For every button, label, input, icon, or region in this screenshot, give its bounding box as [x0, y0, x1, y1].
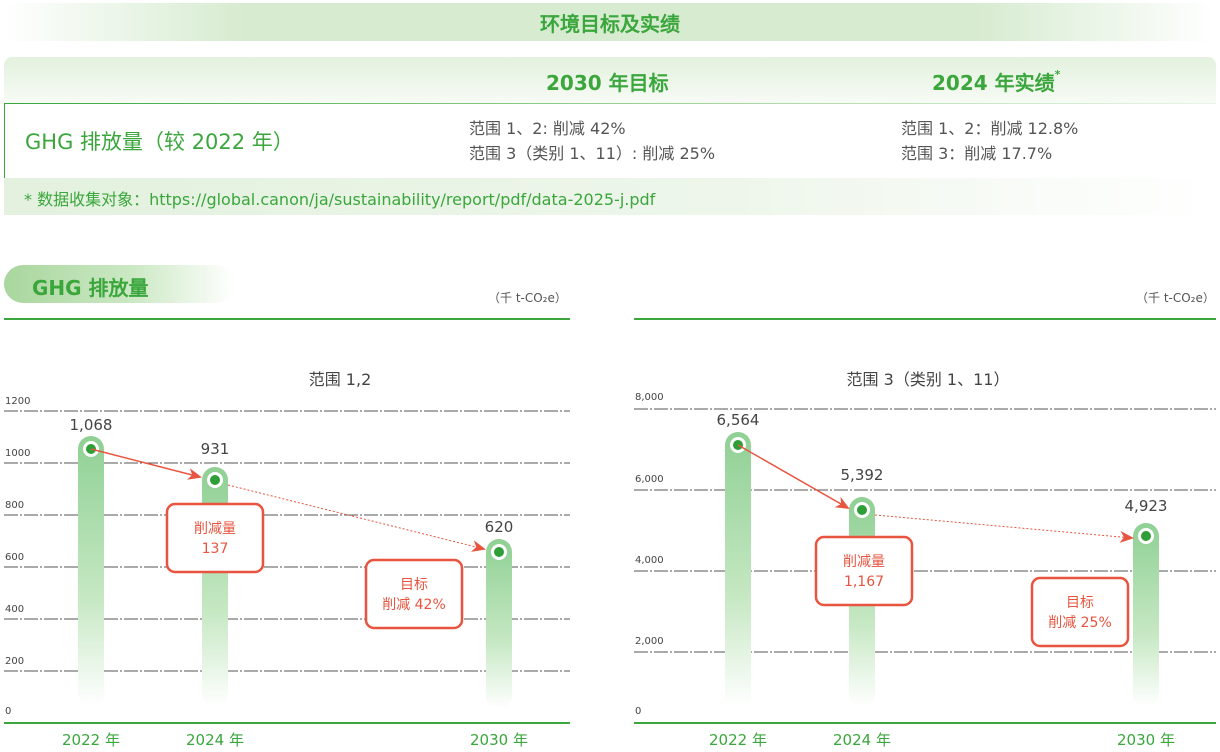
svg-text:目标: 目标	[1066, 595, 1094, 611]
svg-text:1,167: 1,167	[844, 574, 884, 590]
svg-text:2030 年: 2030 年	[470, 731, 528, 749]
section-heading: GHG 排放量	[4, 265, 234, 303]
callout-reduction	[165, 502, 265, 574]
svg-text:6,000: 6,000	[635, 474, 664, 485]
data-points	[83, 441, 507, 560]
chart-scope3: 范围 3（类别 1、11） 8,000 6,000 4,000 2,000 0 …	[634, 370, 1216, 749]
page-title: 环境目标及实绩	[540, 11, 680, 36]
svg-text:目标: 目标	[400, 577, 428, 593]
svg-text:削减 42%: 削减 42%	[382, 597, 446, 613]
callout-target	[364, 558, 464, 630]
table-header: 2030 年目标 2024 年实绩*	[4, 57, 1216, 103]
actual-cell: 范围 1、2：削减 12.8% 范围 3：削减 17.7%	[901, 116, 1078, 166]
chart-title: 范围 1,2	[309, 370, 372, 389]
svg-text:0: 0	[5, 706, 11, 717]
divider-left	[4, 318, 570, 320]
col-header-actual: 2024 年实绩*	[932, 68, 1061, 95]
svg-text:2024 年: 2024 年	[186, 731, 244, 749]
bar-2022	[78, 436, 104, 706]
svg-text:0: 0	[635, 706, 641, 717]
svg-text:1,068: 1,068	[70, 416, 113, 434]
svg-text:600: 600	[5, 552, 24, 563]
unit-label-left: （千 t-CO₂e）	[488, 291, 567, 305]
svg-text:5,392: 5,392	[841, 466, 884, 484]
svg-text:2022 年: 2022 年	[62, 731, 120, 749]
actual-line: 范围 1、2：削减 12.8%	[901, 119, 1079, 138]
svg-text:400: 400	[5, 604, 24, 615]
target-cell: 范围 1、2: 削减 42% 范围 3（类别 1、11）: 削减 25%	[469, 116, 715, 166]
svg-text:931: 931	[201, 440, 230, 458]
section-title: GHG 排放量	[32, 276, 149, 300]
svg-text:2,000: 2,000	[635, 636, 664, 647]
svg-text:137: 137	[202, 541, 229, 557]
svg-text:2030 年: 2030 年	[1117, 731, 1175, 749]
svg-text:800: 800	[5, 500, 24, 511]
chart-scope12: 范围 1,2 1200 1000 800 600 400 200 0 1,068…	[4, 370, 570, 749]
svg-text:620: 620	[485, 518, 514, 536]
target-line: 范围 3（类别 1、11）: 削减 25%	[469, 144, 716, 163]
svg-text:200: 200	[5, 656, 24, 667]
actual-line: 范围 3：削减 17.7%	[901, 144, 1053, 163]
svg-text:2024 年: 2024 年	[833, 731, 891, 749]
svg-text:4,000: 4,000	[635, 555, 664, 566]
bar-2030	[486, 539, 512, 709]
target-line: 范围 1、2: 削减 42%	[469, 119, 626, 138]
svg-text:8,000: 8,000	[635, 392, 664, 403]
svg-text:4,923: 4,923	[1125, 497, 1168, 515]
footnote: * 数据收集对象：https://global.canon/ja/sustain…	[4, 178, 1216, 215]
svg-text:削减量: 削减量	[194, 521, 236, 537]
col-header-target: 2030 年目标	[546, 71, 669, 95]
svg-text:削减 25%: 削减 25%	[1048, 615, 1112, 631]
unit-label-right: （千 t-CO₂e）	[1136, 291, 1215, 305]
svg-text:1200: 1200	[5, 396, 30, 407]
svg-text:2022 年: 2022 年	[709, 731, 767, 749]
svg-text:6,564: 6,564	[717, 411, 760, 429]
chart-title: 范围 3（类别 1、11）	[847, 370, 1010, 389]
page-title-bar: 环境目标及实绩	[4, 3, 1216, 41]
divider-right	[634, 318, 1216, 320]
row-label: GHG 排放量（较 2022 年）	[25, 130, 294, 154]
svg-text:1000: 1000	[5, 448, 30, 459]
footnote-mark: *	[1054, 68, 1061, 82]
table-row: GHG 排放量（较 2022 年） 范围 1、2: 削减 42% 范围 3（类别…	[4, 103, 1216, 178]
svg-text:削减量: 削减量	[843, 554, 885, 570]
